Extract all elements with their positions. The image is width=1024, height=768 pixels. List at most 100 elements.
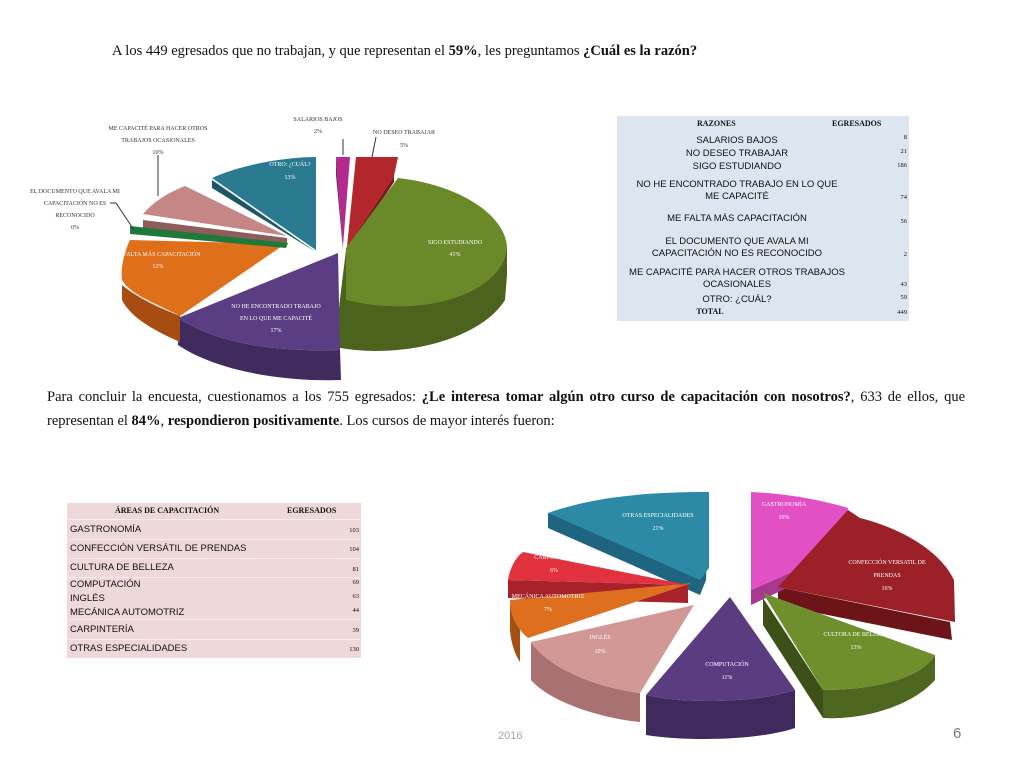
table-row-label: MECÁNICA AUTOMOTRIZ [70,607,185,618]
training-areas-table: ÁREAS DE CAPACITACIÓN EGRESADOS GASTRONO… [67,503,361,658]
table-row-value: 69 [352,579,360,586]
conclusion-paragraph: Para concluir la encuesta, cuestionamos … [47,385,965,433]
row-divider [67,577,361,578]
slice-cultura [763,593,935,690]
label-confec-line2: PRENDAS [873,573,900,579]
label-sigo-name: SIGO ESTUDIANDO [428,240,483,246]
conclusion-text: Para concluir la encuesta, cuestionamos … [47,389,422,405]
row-divider [67,639,361,640]
conclusion-question: ¿Le interesa tomar algún otro curso de c… [421,389,851,405]
slice-falta-capacitacion [121,240,285,316]
label-doc-line2: CAPACITACIÓN NO ES [44,199,106,207]
intro-text: A los 449 egresados que no trabajan, y q… [112,43,449,59]
table-row-label: NO DESEO TRABAJAR [685,148,789,159]
table-row-value: 74 [900,194,908,201]
slice-mecap-side [143,220,287,245]
label-doc-pct: 0% [71,225,79,231]
table-row-value: 8 [903,134,907,141]
label-mecap-line2: TRABAJOS OCASIONALES [121,138,195,144]
table-row-label-cont: ME CAPACITÉ [705,191,769,202]
slice-otro [212,157,316,250]
table-row-value: 2 [903,251,907,258]
label-mecanica-pct: 7% [544,607,552,613]
table-row-label: OTRAS ESPECIALIDADES [70,643,188,654]
leader-line [110,202,135,231]
page-number: 6 [953,725,962,742]
slice-carpinteria [508,552,688,585]
slice-cultura-side2 [763,598,823,718]
slice-sigo-side [335,247,507,351]
table-row-value: 43 [900,281,908,288]
table-row-value: 59 [900,294,908,301]
label-otro-pct: 13% [285,175,296,181]
leader-line [371,136,377,158]
table-row-label-cont: OCASIONALES [702,279,772,290]
conclusion-text-4: . Los cursos de mayor interés fueron: [339,413,555,429]
label-noenc-line1: NO HE ENCONTRADO TRABAJO [231,304,321,310]
label-salarios-name: SALARIOS BAJOS [293,117,342,123]
label-sigo-pct: 41% [450,252,461,258]
table-row-label: COMPUTACIÓN [70,579,141,590]
table-row-value: 21 [900,148,908,155]
table-row-value: 104 [349,546,359,553]
table-row-value: 130 [349,646,359,653]
label-comp-pct: 11% [722,675,733,681]
label-falta-name: FALTA MÁS CAPACITACIÓN [123,250,201,258]
table-row-label: SIGO ESTUDIANDO [692,161,782,172]
intro-paragraph: A los 449 egresados que no trabajan, y q… [112,39,872,63]
label-falta-pct: 12% [153,264,164,270]
table-row-label-cont: CAPACITACIÓN NO ES RECONOCIDO [651,248,823,259]
label-cultura-pct: 13% [851,645,862,651]
label-mecap-pct: 10% [153,150,164,156]
slice-falta-side [122,285,180,342]
row-divider [67,539,361,540]
label-noenc-pct: 17% [271,328,282,334]
row-divider [67,519,361,520]
label-gastro-name: GASTRONOMÍA [762,500,807,508]
label-noenc-line2: EN LO QUE ME CAPACITÉ [240,314,312,322]
table-row-value: 63 [352,593,360,600]
label-cultura-name: CULTORA DE BELLEZA [823,632,889,638]
table-row-value: 186 [897,162,907,169]
slice-gastronomia [751,492,848,590]
table-row-label: CULTURA DE BELLEZA [70,562,174,573]
reasons-pie-depth [122,157,507,381]
label-mecap-line1: ME CAPACITÉ PARA HACER OTROS [109,124,208,132]
label-doc-line1: EL DOCUMENTO QUE AVALA MI [30,189,120,195]
slice-no-deseo [347,157,398,247]
row-divider [67,558,361,559]
label-nodeseo-name: NO DESEO TRABAJAR [373,130,435,136]
table-row-label: EL DOCUMENTO QUE AVALA MI [665,236,809,247]
label-otras-name: OTRAS ESPECIALIDADES [622,513,693,519]
header-graduates: EGRESADOS [287,506,337,515]
slice-sigo-estudiando [346,178,507,307]
table-row-value: 103 [349,527,359,534]
slice-computacion [646,597,795,702]
slice-cultura-side [823,655,935,719]
slice-otras-especialidades [548,492,709,580]
table-row-value: 44 [352,607,360,614]
table-row-value: 56 [900,218,908,225]
label-carp-pct: 6% [550,568,558,574]
label-ingles-pct: 10% [595,649,606,655]
table-row-value: 81 [352,566,360,573]
table-row-label: OTRO: ¿CUÁL? [702,294,772,305]
label-confec-pct: 16% [882,586,893,592]
table-total-value: 449 [897,309,907,316]
table-row-label: CONFECCIÓN VERSÁTIL DE PRENDAS [70,543,247,554]
table-row-value: 39 [352,627,360,634]
table-row-label: NO HE ENCONTRADO TRABAJO EN LO QUE [636,179,838,190]
footer-year: 2016 [498,730,523,742]
conclusion-percent: 84% [131,413,161,429]
label-salarios-pct: 2% [314,129,322,135]
intro-text-2: , les preguntamos [477,43,584,59]
table-row-label: ME CAPACITÉ PARA HACER OTROS TRABAJOS [629,267,845,278]
label-ingles-name: INGLÉS [589,633,610,641]
conclusion-positive: respondieron positivamente [167,413,340,429]
slice-mecanica [510,583,692,638]
slice-ingles-side [531,642,640,722]
conclusion-text-2: , 633 de ellos, que representan el [47,389,966,429]
table-row-label: SALARIOS BAJOS [696,135,778,146]
